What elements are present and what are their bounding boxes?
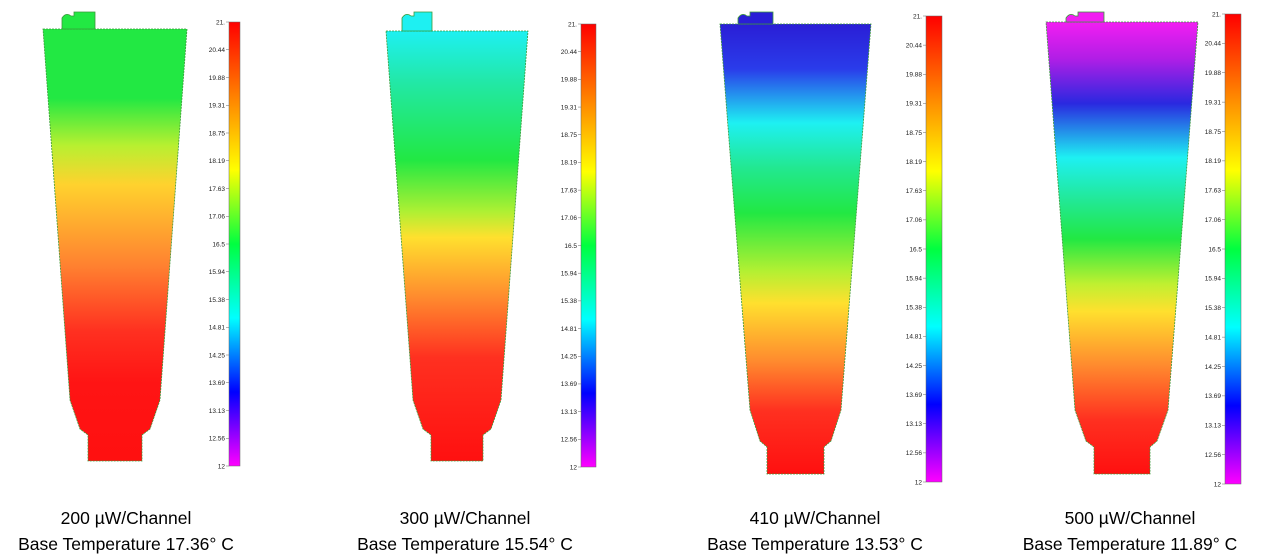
scale-tick-label: 21. (216, 19, 225, 26)
scale-tick-label: 13.69 (1205, 393, 1222, 400)
scale-tick-label: 20.44 (906, 42, 923, 49)
scale-tick-label: 19.88 (561, 77, 578, 84)
scale-tick-label: 14.25 (906, 363, 923, 370)
caption-panel-3: 410 µW/Channel Base Temperature 13.53° C (665, 505, 965, 557)
scale-tick-label: 14.25 (561, 354, 578, 361)
scale-tick-label: 19.88 (1205, 70, 1222, 77)
scale-tick-label: 13.69 (561, 381, 578, 388)
caption-panel-1: 200 µW/Channel Base Temperature 17.36° C (0, 505, 276, 557)
scale-tick-label: 14.81 (906, 334, 923, 341)
scale-tick-label: 12 (1214, 481, 1222, 488)
scale-tick-label: 12.56 (561, 437, 578, 444)
pillar-temperature-map (1045, 21, 1199, 475)
color-scale-bar (1224, 13, 1242, 485)
base-temperature-label: Base Temperature 15.54° C (357, 534, 573, 554)
scale-tick-label: 19.88 (906, 72, 923, 79)
power-label: 500 µW/Channel (1064, 508, 1196, 528)
scale-tick-label: 16.5 (212, 241, 225, 248)
scale-tick-label: 17.63 (209, 186, 226, 193)
scale-tick-label: 15.94 (209, 269, 226, 276)
scale-tick-label: 19.31 (561, 104, 578, 111)
pillar-temperature-map (42, 28, 188, 462)
pillar-top-tab (61, 11, 96, 30)
caption-panel-4: 500 µW/Channel Base Temperature 11.89° C (980, 505, 1279, 557)
scale-tick-label: 17.06 (561, 215, 578, 222)
scale-tick-label: 15.94 (561, 270, 578, 277)
scale-tick-label: 15.38 (906, 305, 923, 312)
scale-tick-label: 14.25 (1205, 364, 1222, 371)
scale-tick-label: 13.69 (209, 380, 226, 387)
scale-tick-label: 18.75 (561, 132, 578, 139)
scale-tick-label: 12.56 (1205, 452, 1222, 459)
scale-tick-label: 20.44 (561, 49, 578, 56)
scale-tick-label: 14.81 (561, 326, 578, 333)
scale-tick-label: 13.69 (906, 392, 923, 399)
pillar-temperature-map (719, 23, 872, 475)
pillar-temperature-map (385, 30, 529, 462)
scale-tick-label: 18.19 (209, 158, 226, 165)
scale-tick-label: 20.44 (209, 47, 226, 54)
scale-tick-label: 13.13 (561, 409, 578, 416)
scale-tick-label: 14.25 (209, 352, 226, 359)
scale-tick-label: 12 (570, 464, 578, 471)
power-label: 410 µW/Channel (749, 508, 881, 528)
base-temperature-label: Base Temperature 13.53° C (707, 534, 923, 554)
scale-tick-label: 13.13 (1205, 423, 1222, 430)
scale-tick-label: 15.94 (906, 275, 923, 282)
scale-tick-label: 15.38 (209, 297, 226, 304)
scale-tick-label: 21. (1212, 11, 1221, 18)
scale-tick-label: 16.5 (564, 243, 577, 250)
scale-tick-label: 18.19 (906, 159, 923, 166)
scale-tick-label: 12.56 (906, 450, 923, 457)
scale-tick-label: 13.13 (906, 421, 923, 428)
pillar-top-tab (737, 11, 774, 25)
scale-tick-label: 18.75 (209, 130, 226, 137)
scale-tick-label: 15.38 (561, 298, 578, 305)
scale-tick-label: 14.81 (209, 325, 226, 332)
scale-tick-label: 15.38 (1205, 305, 1222, 312)
caption-panel-2: 300 µW/Channel Base Temperature 15.54° C (315, 505, 615, 557)
base-temperature-label: Base Temperature 17.36° C (18, 534, 234, 554)
scale-tick-label: 14.81 (1205, 334, 1222, 341)
scale-tick-label: 18.75 (906, 130, 923, 137)
scale-tick-label: 21. (913, 13, 922, 20)
power-label: 300 µW/Channel (399, 508, 531, 528)
scale-tick-label: 19.31 (1205, 99, 1222, 106)
scale-tick-label: 18.19 (1205, 158, 1222, 165)
pillar-top-tab (401, 11, 433, 32)
scale-tick-label: 21. (568, 21, 577, 28)
scale-tick-label: 15.94 (1205, 276, 1222, 283)
base-temperature-label: Base Temperature 11.89° C (1022, 534, 1238, 554)
scale-tick-label: 17.63 (561, 187, 578, 194)
scale-tick-label: 17.06 (1205, 217, 1222, 224)
scale-tick-label: 16.5 (909, 246, 922, 253)
scale-tick-label: 19.31 (209, 103, 226, 110)
scale-tick-label: 12 (915, 479, 923, 486)
power-label: 200 µW/Channel (60, 508, 192, 528)
scale-tick-label: 19.88 (209, 75, 226, 82)
scale-tick-label: 17.63 (1205, 188, 1222, 195)
scale-tick-label: 20.44 (1205, 41, 1222, 48)
scale-tick-label: 16.5 (1208, 246, 1221, 253)
scale-tick-label: 18.75 (1205, 129, 1222, 136)
scale-tick-label: 19.31 (906, 101, 923, 108)
scale-tick-label: 17.63 (906, 188, 923, 195)
scale-tick-label: 17.06 (209, 214, 226, 221)
scale-tick-label: 18.19 (561, 160, 578, 167)
scale-tick-label: 17.06 (906, 217, 923, 224)
scale-tick-label: 13.13 (209, 408, 226, 415)
scale-tick-label: 12 (218, 463, 226, 470)
pillar-top-tab (1065, 11, 1105, 23)
scale-tick-label: 12.56 (209, 436, 226, 443)
